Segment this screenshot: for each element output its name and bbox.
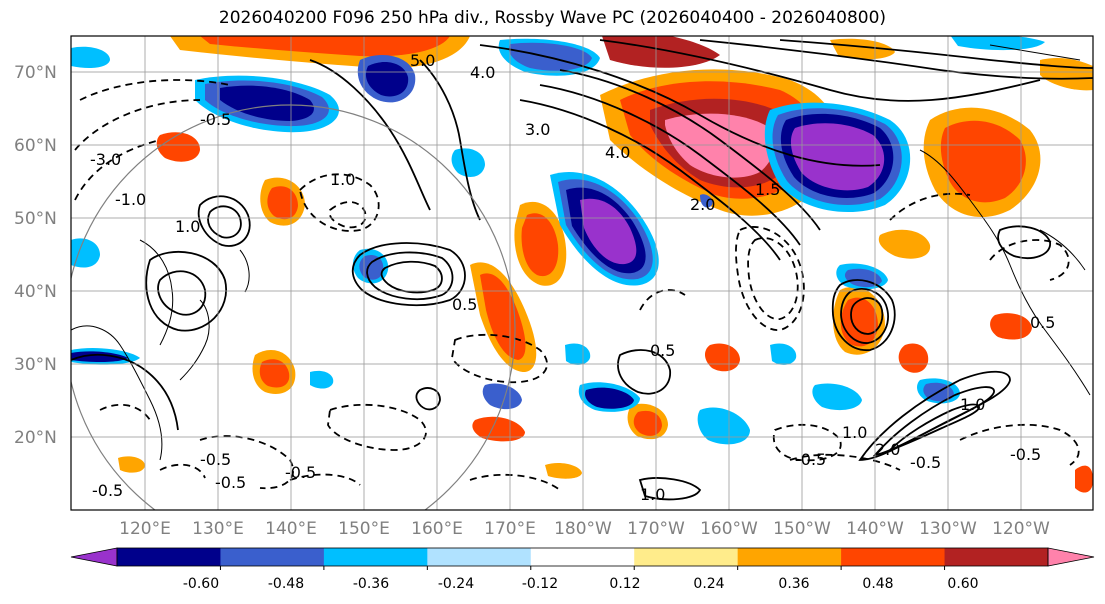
contour-label: -0.5 (795, 450, 826, 469)
contour-label: -3.0 (90, 150, 121, 169)
colorbar-label: -0.48 (268, 576, 304, 592)
contour-label: 3.0 (525, 120, 550, 139)
colorbar-segment (841, 548, 946, 566)
lon-label: 130°E (192, 519, 244, 539)
lon-label: 130°W (919, 519, 977, 539)
lat-label-60n: 60°N (14, 136, 57, 156)
colorbar-label: 0.24 (693, 576, 724, 592)
lon-label: 120°W (992, 519, 1050, 539)
contour-label: -0.5 (200, 450, 231, 469)
colorbar-label: -0.12 (522, 576, 558, 592)
colorbar-segment (944, 548, 1049, 566)
colorbar-segment (530, 548, 635, 566)
colorbar-extend-high (1047, 547, 1095, 567)
colorbar-labels: -0.60 -0.48 -0.36 -0.24 -0.12 0.12 0.24 … (183, 576, 979, 592)
colorbar-segment (220, 548, 325, 566)
contour-label: 1.5 (755, 180, 780, 199)
contour-label: 0.5 (452, 295, 477, 314)
lon-label: 150°W (773, 519, 831, 539)
lon-label: 120°E (119, 519, 171, 539)
lon-label: 140°E (265, 519, 317, 539)
contour-label: -1.0 (115, 190, 146, 209)
contour-label: -0.5 (215, 473, 246, 492)
colorbar (70, 547, 1095, 570)
lon-label: 180°W (554, 519, 612, 539)
lon-label: 170°E (484, 519, 536, 539)
coastlines (71, 44, 1091, 461)
divergence-shading (71, 36, 1093, 493)
contour-labels: 5.0 4.0 3.0 2.0 1.0 0.5 -0.5 -1.0 -3.0 -… (90, 51, 1055, 504)
dashed-contours (74, 79, 1080, 491)
map-title: 2026040200 F096 250 hPa div., Rossby Wav… (218, 8, 887, 28)
contour-label: -0.5 (285, 463, 316, 482)
colorbar-label: 0.60 (947, 576, 978, 592)
colorbar-segment (737, 548, 842, 566)
lat-label-30n: 30°N (14, 355, 57, 375)
colorbar-segment (323, 548, 428, 566)
contour-label: 4.0 (470, 63, 495, 82)
map-layers: 5.0 4.0 3.0 2.0 1.0 0.5 -0.5 -1.0 -3.0 -… (71, 36, 1093, 510)
colorbar-label: -0.36 (353, 576, 389, 592)
contour-label: -0.5 (92, 481, 123, 500)
colorbar-segment (427, 548, 532, 566)
lat-label-70n: 70°N (14, 63, 57, 83)
contour-label: 1.0 (640, 485, 665, 504)
colorbar-label: -0.60 (183, 576, 219, 592)
contour-label: 5.0 (410, 51, 435, 70)
colorbar-label: 0.36 (778, 576, 809, 592)
contour-label: 1.0 (330, 170, 355, 189)
contour-label: -0.5 (200, 110, 231, 129)
contour-label: 1.0 (842, 423, 867, 442)
contour-label: -0.5 (910, 453, 941, 472)
colorbar-segment (117, 548, 221, 566)
contour-label: 0.5 (1030, 313, 1055, 332)
contour-label: -0.5 (1010, 445, 1041, 464)
latitude-labels: 70°N 60°N 50°N 40°N 30°N 20°N (14, 63, 57, 448)
colorbar-extend-low (70, 547, 118, 567)
colorbar-label: 0.12 (609, 576, 640, 592)
contour-label: 1.0 (960, 395, 985, 414)
graticule (71, 36, 1093, 510)
colorbar-frame (116, 547, 1049, 567)
contour-label: 2.0 (875, 440, 900, 459)
colorbar-label: -0.24 (438, 576, 474, 592)
contour-label: 2.0 (690, 195, 715, 214)
lon-label: 160°E (411, 519, 463, 539)
lon-label: 170°W (627, 519, 685, 539)
contour-label: 0.5 (650, 341, 675, 360)
contour-label: 4.0 (605, 143, 630, 162)
lat-label-40n: 40°N (14, 282, 57, 302)
lon-label: 160°W (700, 519, 758, 539)
contour-label: 1.0 (175, 217, 200, 236)
lat-label-50n: 50°N (14, 209, 57, 229)
map-frame (70, 35, 1094, 511)
lon-label: 140°W (846, 519, 904, 539)
colorbar-label: 0.48 (862, 576, 893, 592)
lon-label: 150°E (338, 519, 390, 539)
colorbar-segment (634, 548, 739, 566)
longitude-labels: 120°E 130°E 140°E 150°E 160°E 170°E 180°… (119, 519, 1050, 539)
lat-label-20n: 20°N (14, 428, 57, 448)
range-circle (71, 104, 516, 510)
